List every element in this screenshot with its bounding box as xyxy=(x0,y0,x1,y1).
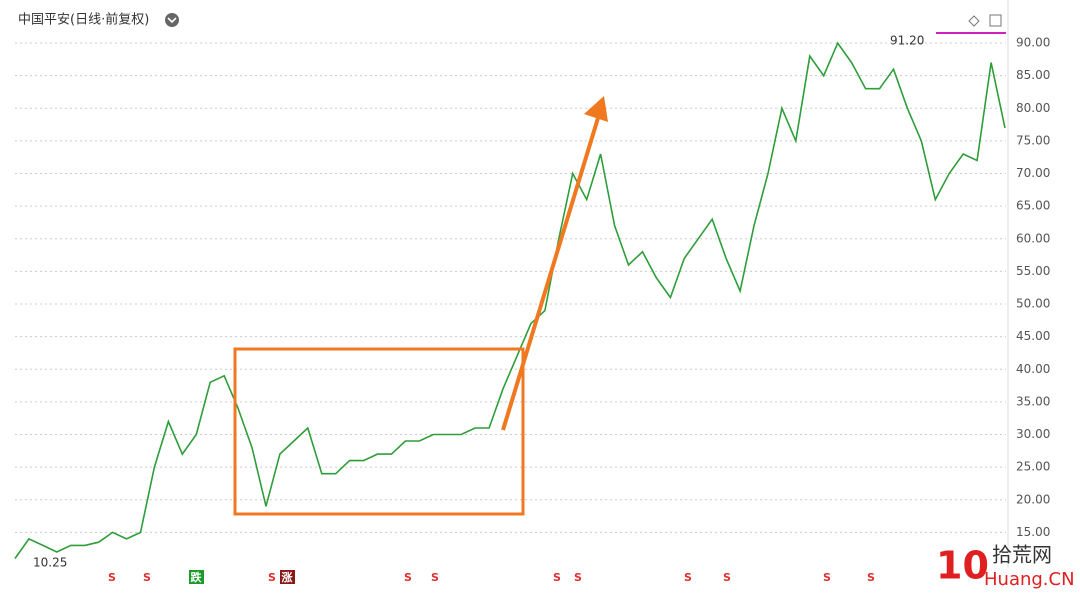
y-tick-label: 80.00 xyxy=(1016,101,1050,115)
arrow-head xyxy=(584,96,608,122)
y-tick-label: 70.00 xyxy=(1016,166,1050,180)
highlight-box xyxy=(233,347,525,516)
event-marker: S xyxy=(431,571,439,584)
dropdown-arrow xyxy=(167,17,177,24)
watermark-name: 拾荒网 xyxy=(992,543,1052,567)
event-marker: S xyxy=(823,571,831,584)
y-tick-label: 55.00 xyxy=(1016,264,1050,278)
y-tick-label: 25.00 xyxy=(1016,460,1050,474)
diamond-icon[interactable] xyxy=(968,15,980,27)
event-badge xyxy=(280,570,295,584)
event-badge xyxy=(189,570,204,584)
panel-icon[interactable] xyxy=(989,14,1002,27)
y-tick-label: 65.00 xyxy=(1016,199,1050,213)
event-marker: S xyxy=(723,571,731,584)
event-marker: S xyxy=(108,571,116,584)
event-marker: S xyxy=(143,571,151,584)
event-marker: 跌 xyxy=(191,570,203,584)
watermark-site: Huang.CN xyxy=(984,569,1075,590)
price-line xyxy=(14,41,1006,559)
event-marker: 涨 xyxy=(282,570,293,584)
y-tick-label: 15.00 xyxy=(1016,525,1050,539)
y-tick-label: 85.00 xyxy=(1016,68,1050,82)
event-marker: S xyxy=(404,571,412,584)
max-label: 91.20 xyxy=(890,34,924,48)
event-marker: S xyxy=(684,571,692,584)
watermark-logo: 10 xyxy=(936,544,989,588)
title-dropdown[interactable] xyxy=(165,13,179,27)
y-tick-label: 40.00 xyxy=(1016,362,1050,376)
y-tick-label: 35.00 xyxy=(1016,394,1050,408)
event-marker: S xyxy=(268,571,276,584)
event-marker: S xyxy=(867,571,875,584)
event-marker: S xyxy=(574,571,582,584)
y-tick-label: 50.00 xyxy=(1016,297,1050,311)
y-tick-label: 45.00 xyxy=(1016,329,1050,343)
y-tick-label: 75.00 xyxy=(1016,133,1050,147)
watermark: 10 拾荒网 Huang.CN xyxy=(936,543,1075,591)
chart-title: 中国平安(日线·前复权) xyxy=(18,12,149,28)
y-tick-label: 60.00 xyxy=(1016,231,1050,245)
min-label: 10.25 xyxy=(33,556,67,570)
event-marker: S xyxy=(553,571,561,584)
y-tick-label: 90.00 xyxy=(1016,36,1050,50)
y-tick-label: 30.00 xyxy=(1016,427,1050,441)
y-tick-label: 20.00 xyxy=(1016,492,1050,506)
trend-arrow xyxy=(501,117,600,431)
